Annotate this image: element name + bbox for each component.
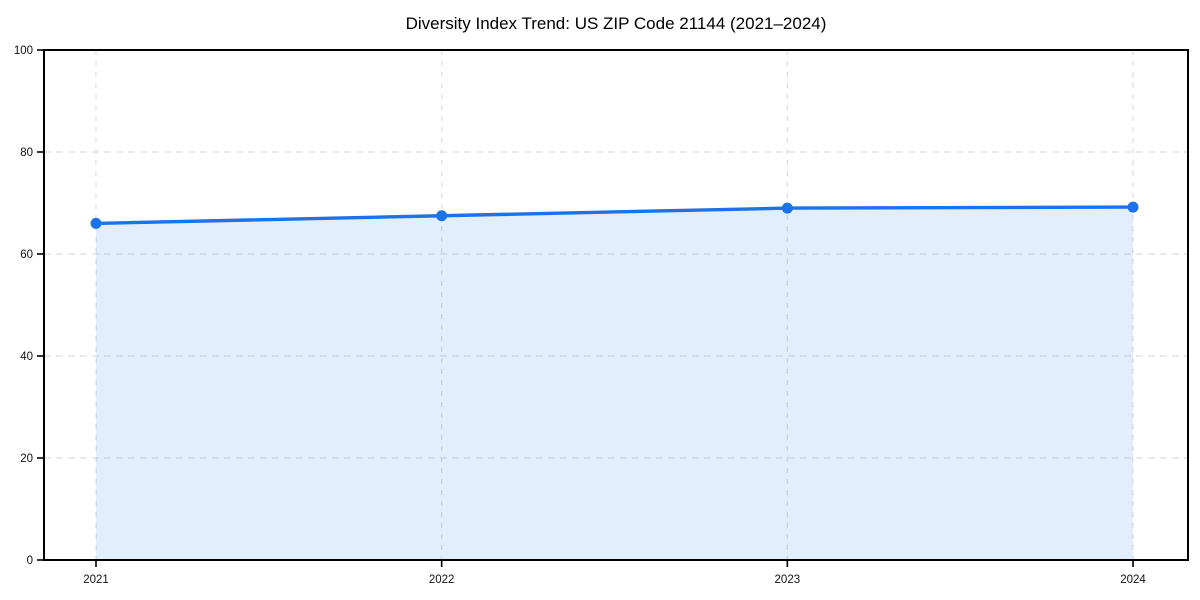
data-point-2022 <box>436 210 448 222</box>
data-point-2021 <box>90 217 102 229</box>
x-tick-label: 2021 <box>83 574 109 586</box>
x-tick-label: 2022 <box>429 574 455 586</box>
plot-area: 0 20 40 60 80 100 2021 2022 2023 2024 <box>14 45 1189 586</box>
data-point-2024 <box>1127 201 1139 213</box>
data-point-2023 <box>781 202 793 214</box>
y-tick-label: 60 <box>20 249 33 261</box>
plot-border <box>43 49 1189 561</box>
y-tick-label: 100 <box>14 45 33 57</box>
chart-title: Diversity Index Trend: US ZIP Code 21144… <box>406 14 827 33</box>
trend-line <box>94 205 1135 226</box>
y-tick-label: 20 <box>20 453 33 465</box>
y-tick-label: 40 <box>20 351 33 363</box>
y-tick-label: 80 <box>20 147 33 159</box>
x-tick-label: 2023 <box>775 574 801 586</box>
x-tick-label: 2024 <box>1120 574 1146 586</box>
y-tick-label: 0 <box>27 555 33 567</box>
area-fill <box>96 207 1133 560</box>
